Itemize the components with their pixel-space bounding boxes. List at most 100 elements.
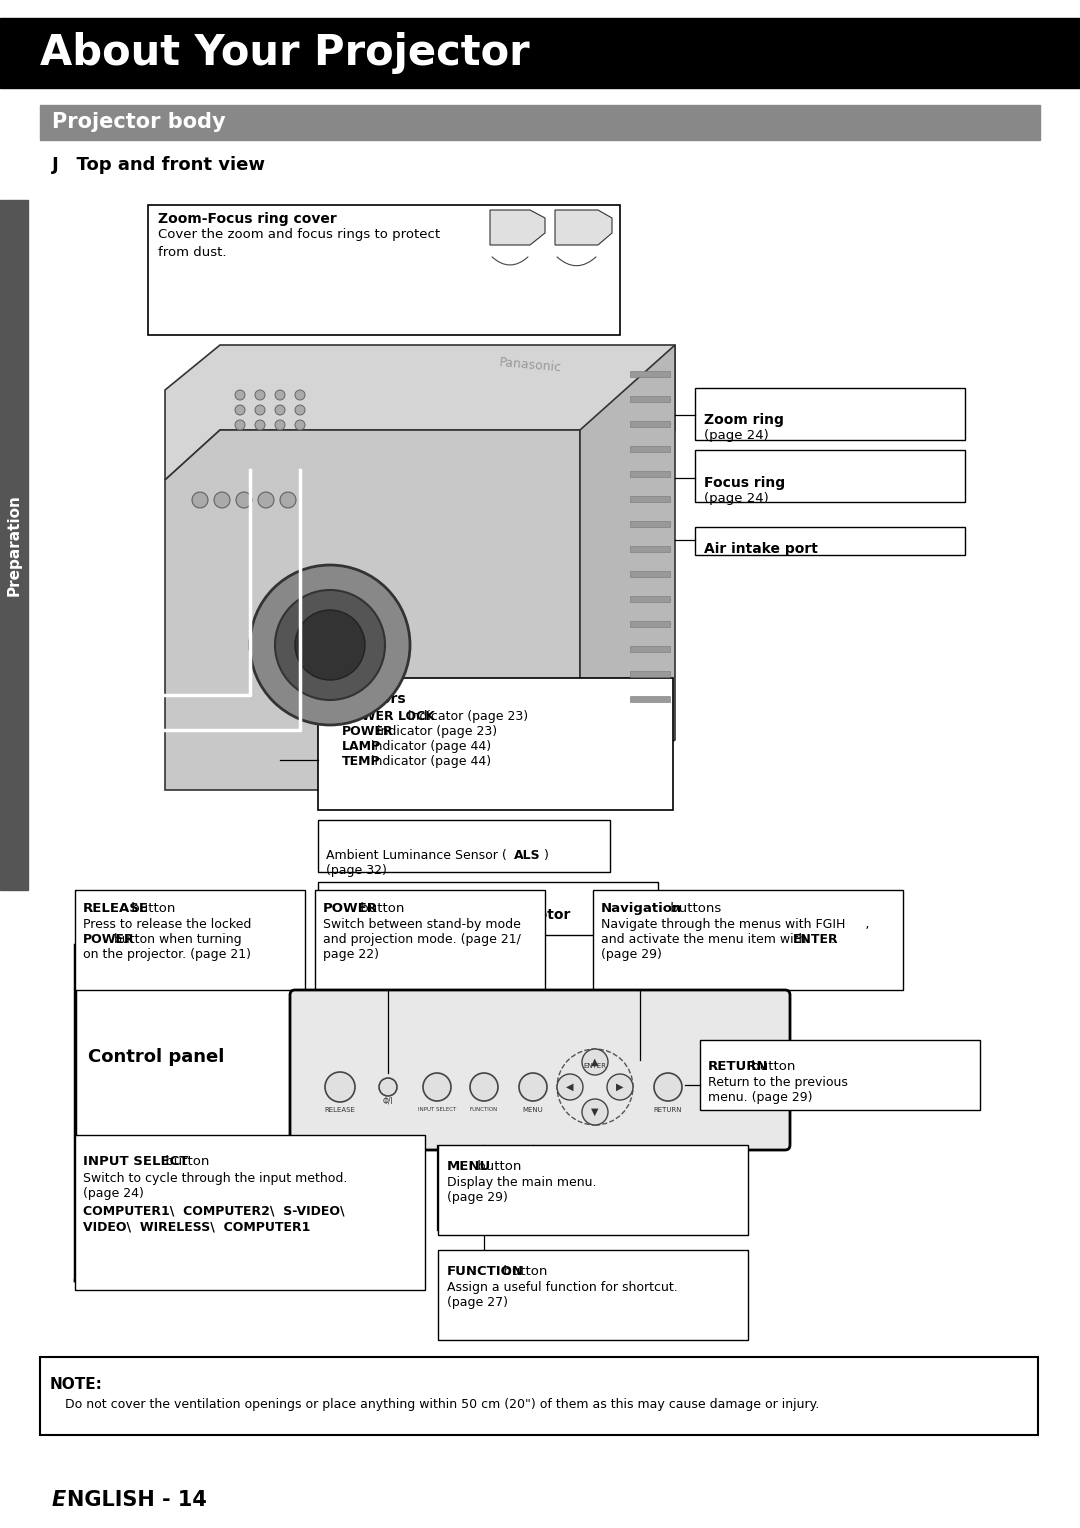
Text: Focus ring: Focus ring — [704, 477, 785, 490]
Text: RETURN: RETURN — [708, 1060, 769, 1073]
Text: ▶: ▶ — [617, 1082, 624, 1093]
Circle shape — [249, 565, 410, 724]
Text: Zoom-Focus ring cover: Zoom-Focus ring cover — [158, 212, 337, 226]
Text: indicator (page 44): indicator (page 44) — [367, 755, 491, 769]
Bar — [148, 205, 620, 335]
Text: button: button — [355, 902, 404, 915]
Text: Display the main menu.: Display the main menu. — [447, 1177, 596, 1189]
Circle shape — [607, 1074, 633, 1100]
Text: Navigation: Navigation — [600, 902, 683, 915]
Text: buttons: buttons — [666, 902, 721, 915]
Polygon shape — [165, 429, 580, 790]
Bar — [630, 396, 670, 402]
Bar — [75, 889, 305, 990]
Text: Navigate through the menus with FGIH     ,: Navigate through the menus with FGIH , — [600, 918, 869, 931]
Circle shape — [379, 1077, 397, 1096]
Text: MENU: MENU — [523, 1106, 543, 1112]
Text: ENTER: ENTER — [793, 934, 839, 946]
Text: Panasonic: Panasonic — [498, 356, 562, 374]
Text: About Your Projector: About Your Projector — [40, 32, 529, 73]
Text: ◀: ◀ — [566, 1082, 573, 1093]
Text: (page 29): (page 29) — [600, 947, 662, 961]
Bar — [315, 889, 545, 990]
Text: POWER: POWER — [323, 902, 378, 915]
Circle shape — [275, 390, 285, 400]
Text: Press to release the locked: Press to release the locked — [83, 918, 252, 931]
Circle shape — [235, 405, 245, 416]
Text: indicator (page 23): indicator (page 23) — [373, 724, 497, 738]
Circle shape — [325, 1073, 355, 1102]
Text: Control panel: Control panel — [87, 1048, 225, 1067]
Text: ): ) — [544, 850, 549, 862]
Text: Assign a useful function for shortcut.: Assign a useful function for shortcut. — [447, 1280, 678, 1294]
Text: indicator (page 44): indicator (page 44) — [367, 740, 491, 753]
Text: ALS: ALS — [514, 850, 541, 862]
Bar — [40, 1357, 1038, 1435]
Bar — [696, 527, 966, 555]
Text: VIDEO\  WIRELESS\  COMPUTER1: VIDEO\ WIRELESS\ COMPUTER1 — [83, 1221, 310, 1235]
Circle shape — [295, 420, 305, 429]
Circle shape — [275, 590, 384, 700]
Text: COMPUTER1\  COMPUTER2\  S-VIDEO\: COMPUTER1\ COMPUTER2\ S-VIDEO\ — [83, 1206, 345, 1218]
Text: (page 24): (page 24) — [704, 429, 769, 442]
Text: page 22): page 22) — [323, 947, 379, 961]
Text: button: button — [473, 1160, 522, 1174]
Text: ▼: ▼ — [591, 1106, 598, 1117]
Circle shape — [255, 390, 265, 400]
Circle shape — [237, 492, 252, 507]
Text: button: button — [499, 1265, 548, 1277]
Bar — [318, 678, 673, 810]
Circle shape — [295, 390, 305, 400]
Circle shape — [557, 1074, 583, 1100]
Text: E: E — [52, 1490, 66, 1510]
Text: Switch to cycle through the input method.: Switch to cycle through the input method… — [83, 1172, 348, 1186]
Circle shape — [255, 405, 265, 416]
Bar — [700, 1041, 980, 1109]
Text: FUNCTION: FUNCTION — [447, 1265, 524, 1277]
Circle shape — [519, 1073, 546, 1102]
Text: Return to the previous: Return to the previous — [708, 1076, 848, 1089]
Bar — [593, 889, 903, 990]
Text: RELEASE: RELEASE — [325, 1106, 355, 1112]
Text: button: button — [127, 902, 175, 915]
Bar — [630, 646, 670, 652]
Text: indicator (page 23): indicator (page 23) — [404, 711, 528, 723]
Text: RETURN: RETURN — [653, 1106, 683, 1112]
Text: Ambient Luminance Sensor (: Ambient Luminance Sensor ( — [326, 850, 507, 862]
Text: (page 25): (page 25) — [326, 924, 387, 937]
Bar — [630, 620, 670, 626]
Text: menu. (page 29): menu. (page 29) — [708, 1091, 812, 1105]
Text: MENU: MENU — [447, 1160, 491, 1174]
Circle shape — [582, 1099, 608, 1125]
Bar — [318, 882, 658, 935]
Polygon shape — [165, 345, 675, 480]
Text: Φ/I: Φ/I — [382, 1096, 393, 1105]
Text: Switch between stand-by mode: Switch between stand-by mode — [323, 918, 521, 931]
Text: ENTER: ENTER — [583, 1063, 607, 1070]
Circle shape — [295, 610, 365, 680]
Text: (page 27): (page 27) — [447, 1296, 508, 1309]
Circle shape — [470, 1073, 498, 1102]
Circle shape — [295, 405, 305, 416]
Text: J   Top and front view: J Top and front view — [52, 156, 266, 174]
Text: and activate the menu item with: and activate the menu item with — [600, 934, 810, 946]
Text: Projector body: Projector body — [52, 112, 226, 131]
Text: FUNCTION: FUNCTION — [470, 1106, 498, 1112]
Text: (page 24): (page 24) — [83, 1187, 144, 1199]
Text: Indicators: Indicators — [328, 692, 407, 706]
Bar — [630, 521, 670, 527]
Text: on the projector. (page 21): on the projector. (page 21) — [83, 947, 251, 961]
Bar — [630, 596, 670, 602]
Bar — [630, 422, 670, 426]
Text: RELEASE: RELEASE — [83, 902, 149, 915]
Polygon shape — [555, 209, 612, 244]
Text: Air intake port: Air intake port — [704, 542, 818, 556]
Text: LAMP: LAMP — [342, 740, 381, 753]
Circle shape — [280, 492, 296, 507]
Text: Zoom ring: Zoom ring — [704, 413, 784, 426]
Bar — [0, 18, 1080, 89]
Bar — [696, 451, 966, 503]
Text: button: button — [161, 1155, 210, 1167]
Bar — [630, 571, 670, 578]
Bar — [630, 471, 670, 477]
